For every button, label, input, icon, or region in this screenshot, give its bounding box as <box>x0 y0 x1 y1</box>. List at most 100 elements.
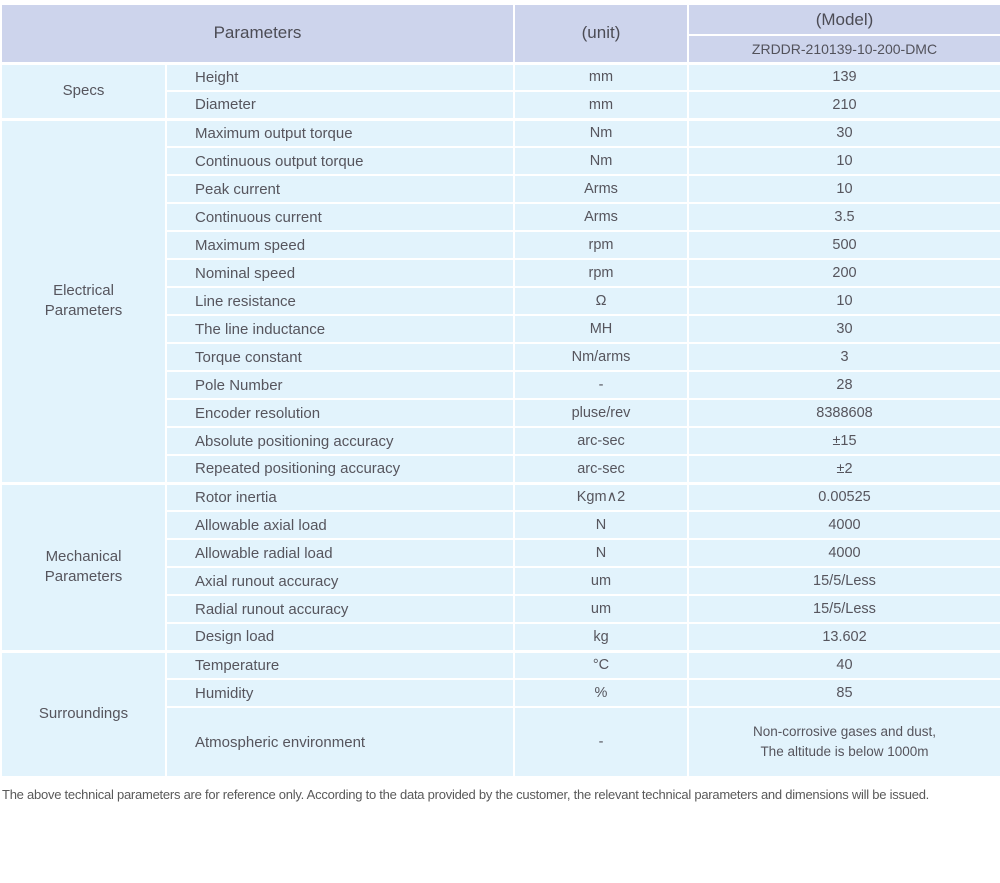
header-unit: (unit) <box>513 3 689 64</box>
value-cell: 40 <box>687 649 1000 680</box>
param-name-cell: Design load <box>165 622 515 652</box>
param-name-cell: Maximum output torque <box>165 117 515 148</box>
table-row: Torque constant Nm/arms 3 <box>1 342 1000 372</box>
param-name-cell: Continuous output torque <box>165 146 515 176</box>
table-row: Diameter mm 210 <box>1 90 1000 120</box>
value-cell: 139 <box>687 61 1000 92</box>
table-row: Encoder resolution pluse/rev 8388608 <box>1 398 1000 428</box>
unit-cell: Arms <box>513 202 689 232</box>
param-name-cell: Absolute positioning accuracy <box>165 426 515 456</box>
param-name-cell: Diameter <box>165 90 515 120</box>
unit-cell: kg <box>513 622 689 652</box>
table-row: Radial runout accuracy um 15/5/Less <box>1 594 1000 624</box>
table-row: Axial runout accuracy um 15/5/Less <box>1 566 1000 596</box>
unit-cell: Nm <box>513 117 689 148</box>
value-cell: 28 <box>687 370 1000 400</box>
value-cell: 0.00525 <box>687 481 1000 512</box>
unit-cell: arc-sec <box>513 426 689 456</box>
param-name-cell: Axial runout accuracy <box>165 566 515 596</box>
header-model: (Model) <box>687 2 1000 37</box>
value-cell: 4000 <box>687 538 1000 568</box>
value-cell: 3 <box>687 342 1000 372</box>
table-row: Surroundings Temperature °C 40 <box>0 649 1000 778</box>
unit-cell: - <box>513 706 689 778</box>
param-name-cell: Nominal speed <box>165 258 515 288</box>
unit-cell: Arms <box>513 174 689 204</box>
unit-cell: um <box>513 594 689 624</box>
value-cell: ±15 <box>687 426 1000 456</box>
table-row: Continuous current Arms 3.5 <box>1 202 1000 232</box>
value-cell: 4000 <box>687 510 1000 540</box>
unit-cell: mm <box>513 90 689 120</box>
value-cell: ±2 <box>687 454 1000 484</box>
value-cell: 30 <box>687 117 1000 148</box>
value-cell: 10 <box>687 286 1000 316</box>
table-row: Maximum speed rpm 500 <box>1 230 1000 260</box>
unit-cell: MH <box>513 314 689 344</box>
table-row: Allowable radial load N 4000 <box>1 538 1000 568</box>
unit-cell: rpm <box>513 230 689 260</box>
unit-cell: Kgm∧2 <box>513 481 689 512</box>
table-row: Humidity % 85 <box>1 678 1000 708</box>
disclaimer-note: The above technical parameters are for r… <box>2 787 930 802</box>
table-row: Electrical Parameters Maximum output tor… <box>0 117 1000 484</box>
param-name-cell: The line inductance <box>165 314 515 344</box>
value-cell: 8388608 <box>687 398 1000 428</box>
value-cell: 30 <box>687 314 1000 344</box>
value-cell: 85 <box>687 678 1000 708</box>
table-row: The line inductance MH 30 <box>1 314 1000 344</box>
value-cell: 210 <box>687 90 1000 120</box>
group-cell-specs: Specs <box>0 61 167 120</box>
value-cell: 13.602 <box>687 622 1000 652</box>
value-cell: 10 <box>687 146 1000 176</box>
table-header: Parameters (unit) (Model) ZRDDR-210139-1… <box>0 2 1000 64</box>
value-cell: 15/5/Less <box>687 566 1000 596</box>
header-model-code: ZRDDR-210139-10-200-DMC <box>687 34 1000 64</box>
table-row: Absolute positioning accuracy arc-sec ±1… <box>1 426 1000 456</box>
table-row: Line resistance Ω 10 <box>1 286 1000 316</box>
value-cell: 500 <box>687 230 1000 260</box>
value-cell: 3.5 <box>687 202 1000 232</box>
param-name-cell: Atmospheric environment <box>165 706 515 778</box>
param-name-cell: Temperature <box>165 649 515 680</box>
unit-cell: Nm/arms <box>513 342 689 372</box>
param-name-cell: Encoder resolution <box>165 398 515 428</box>
param-name-cell: Height <box>165 61 515 92</box>
table-row: Specs Height mm 139 <box>0 61 1000 120</box>
unit-cell: rpm <box>513 258 689 288</box>
value-cell: 200 <box>687 258 1000 288</box>
param-name-cell: Pole Number <box>165 370 515 400</box>
group-cell-surroundings: Surroundings <box>0 649 167 778</box>
table-row: Continuous output torque Nm 10 <box>1 146 1000 176</box>
value-line-2: The altitude is below 1000m <box>760 744 929 759</box>
param-name-cell: Line resistance <box>165 286 515 316</box>
unit-cell: °C <box>513 649 689 680</box>
table-row: Pole Number - 28 <box>1 370 1000 400</box>
unit-cell: - <box>513 370 689 400</box>
param-name-cell: Rotor inertia <box>165 481 515 512</box>
param-name-cell: Repeated positioning accuracy <box>165 454 515 484</box>
param-name-cell: Radial runout accuracy <box>165 594 515 624</box>
unit-cell: N <box>513 510 689 540</box>
param-name-cell: Maximum speed <box>165 230 515 260</box>
spec-table: Parameters (unit) (Model) ZRDDR-210139-1… <box>0 2 1000 778</box>
unit-cell: Nm <box>513 146 689 176</box>
param-name-cell: Peak current <box>165 174 515 204</box>
table-row: Nominal speed rpm 200 <box>1 258 1000 288</box>
value-cell: 10 <box>687 174 1000 204</box>
param-name-cell: Allowable axial load <box>165 510 515 540</box>
param-name-cell: Continuous current <box>165 202 515 232</box>
param-name-cell: Torque constant <box>165 342 515 372</box>
value-line-1: Non-corrosive gases and dust, <box>752 724 937 740</box>
group-cell-mechanical: Mechanical Parameters <box>0 481 167 652</box>
value-cell: Non-corrosive gases and dust, The altitu… <box>687 706 1000 778</box>
unit-cell: pluse/rev <box>513 398 689 428</box>
param-name-cell: Allowable radial load <box>165 538 515 568</box>
table-row: Allowable axial load N 4000 <box>1 510 1000 540</box>
unit-cell: % <box>513 678 689 708</box>
unit-cell: mm <box>513 61 689 92</box>
table-row: Mechanical Parameters Rotor inertia Kgm∧… <box>0 481 1000 652</box>
value-cell: 15/5/Less <box>687 594 1000 624</box>
table-row: Repeated positioning accuracy arc-sec ±2 <box>1 454 1000 484</box>
